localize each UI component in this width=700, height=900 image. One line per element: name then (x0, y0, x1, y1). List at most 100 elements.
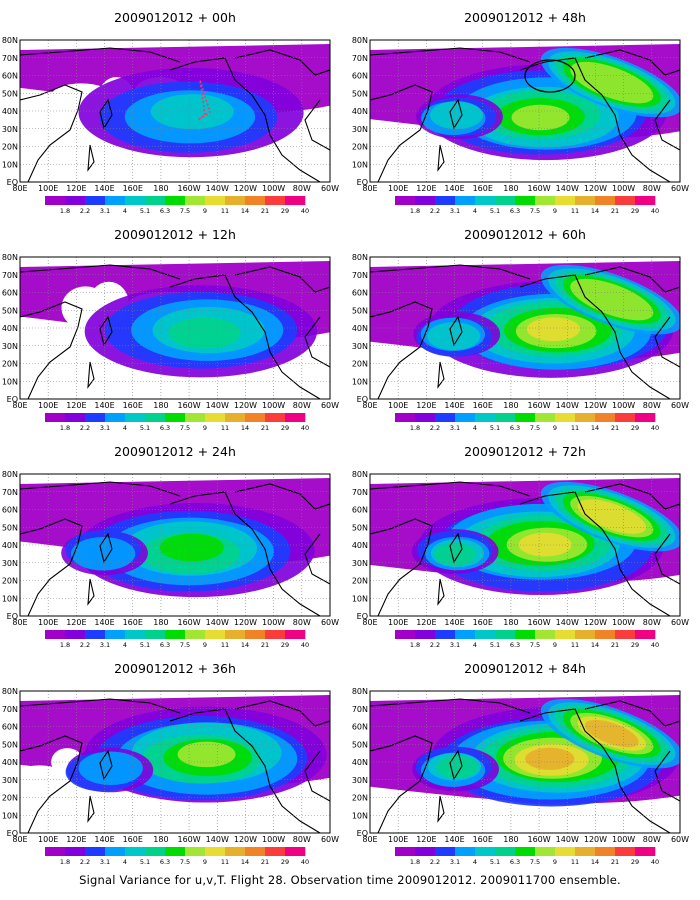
lat-tick-label: 60N (2, 723, 18, 732)
colorbar-swatch (555, 847, 576, 856)
colorbar-label: 14 (591, 207, 599, 215)
lon-tick-label: 120W (584, 184, 607, 193)
colorbar-label: 40 (651, 641, 659, 649)
colorbar-swatch (145, 413, 166, 422)
map-panel: 2009012012 + 36h EQ 10N 20N 30N 40N 50N 60N 70N 8… (2, 661, 339, 866)
colorbar-label: 6.3 (160, 424, 170, 432)
lon-tick-label: 80E (12, 835, 27, 844)
colorbar: 1.8 2.2 3.1 4 5.1 6.3 7.5 9 11 14 21 29 40 (45, 847, 309, 866)
map-frame (369, 256, 681, 400)
variance-field (370, 691, 680, 833)
colorbar-label: 14 (241, 207, 249, 215)
map-panel: 2009012012 + 24h EQ 10N 20N 30N 40N 50N 60N 70N 8… (2, 444, 339, 649)
lat-tick-label: 10N (2, 377, 18, 386)
colorbar-swatch (45, 847, 66, 856)
colorbar-swatch (65, 847, 86, 856)
lon-tick-label: 100W (612, 184, 635, 193)
lat-tick-label: 30N (2, 776, 18, 785)
lon-tick-label: 80W (293, 401, 311, 410)
colorbar-swatch (85, 196, 106, 205)
colorbar: 1.8 2.2 3.1 4 5.1 6.3 7.5 9 11 14 21 29 40 (395, 196, 659, 215)
lat-tick-label: 10N (352, 377, 368, 386)
colorbar-swatch (475, 413, 496, 422)
colorbar-swatch (495, 196, 516, 205)
colorbar-swatch (225, 847, 246, 856)
lon-tick-label: 80E (362, 184, 377, 193)
colorbar-swatch (615, 196, 636, 205)
map-frame (19, 39, 331, 183)
colorbar-swatch (535, 630, 556, 639)
lat-tick-label: 70N (352, 705, 368, 714)
lon-tick-label: 80W (293, 618, 311, 627)
colorbar-label: 5.1 (140, 207, 150, 215)
colorbar-label: 5.1 (490, 207, 500, 215)
colorbar-swatch (225, 196, 246, 205)
lat-tick-label: 30N (2, 342, 18, 351)
colorbar-swatch (515, 196, 536, 205)
colorbar-label: 7.5 (180, 858, 190, 866)
lat-tick-label: 50N (352, 306, 368, 315)
colorbar-swatch (205, 847, 226, 856)
colorbar-label: 5.1 (140, 858, 150, 866)
colorbar-swatch (475, 847, 496, 856)
lon-tick-label: 160W (527, 184, 550, 193)
lon-tick-label: 120W (584, 401, 607, 410)
colorbar-label: 2.2 (430, 641, 440, 649)
colorbar-swatch (65, 196, 86, 205)
colorbar-swatch (205, 413, 226, 422)
lon-tick-label: 160W (177, 618, 200, 627)
colorbar-label: 3.1 (100, 858, 110, 866)
colorbar-swatch (85, 630, 106, 639)
lon-tick-label: 100E (38, 184, 58, 193)
map-frame (19, 690, 331, 834)
colorbar-swatch (105, 196, 126, 205)
colorbar-label: 7.5 (530, 207, 540, 215)
lon-tick-label: 180 (503, 835, 518, 844)
map-panel: 2009012012 + 84h EQ 10N 20N 30N 40N 50N 60N 70N 8… (352, 661, 689, 866)
colorbar-label: 2.2 (80, 424, 90, 432)
panel-title: 2009012012 + 84h (464, 661, 586, 676)
colorbar-label: 2.2 (430, 858, 440, 866)
lat-tick-label: 50N (2, 89, 18, 98)
colorbar-swatch (435, 196, 456, 205)
lon-tick-label: 80E (362, 618, 377, 627)
lon-tick-label: 60W (671, 401, 689, 410)
colorbar-swatch (105, 630, 126, 639)
colorbar-label: 7.5 (530, 858, 540, 866)
lon-tick-label: 160E (473, 401, 493, 410)
colorbar-swatch (205, 196, 226, 205)
colorbar-label: 5.1 (490, 858, 500, 866)
lat-tick-label: 40N (2, 541, 18, 550)
lat-tick-label: 40N (2, 758, 18, 767)
colorbar-swatch (515, 413, 536, 422)
lon-tick-label: 100W (262, 401, 285, 410)
colorbar-swatch (575, 847, 596, 856)
lon-tick-label: 60W (321, 184, 339, 193)
coastline (370, 481, 680, 616)
colorbar-label: 21 (611, 858, 619, 866)
colorbar-label: 3.1 (450, 424, 460, 432)
colorbar-swatch (615, 630, 636, 639)
lon-tick-label: 120W (584, 835, 607, 844)
lat-tick-label: 30N (352, 125, 368, 134)
colorbar-swatch (635, 413, 656, 422)
colorbar-swatch (515, 847, 536, 856)
colorbar-label: 6.3 (510, 207, 520, 215)
colorbar-label: 5.1 (490, 424, 500, 432)
lat-tick-label: 20N (352, 360, 368, 369)
colorbar-swatch (245, 196, 266, 205)
colorbar-swatch (125, 196, 146, 205)
colorbar-label: 21 (611, 641, 619, 649)
colorbar-label: 1.8 (410, 858, 420, 866)
lon-tick-label: 160W (177, 184, 200, 193)
variance-field (20, 257, 330, 399)
lat-tick-label: 20N (352, 143, 368, 152)
colorbar-label: 11 (571, 207, 579, 215)
colorbar-label: 2.2 (430, 424, 440, 432)
lon-tick-label: 120W (234, 401, 257, 410)
colorbar-label: 29 (281, 858, 289, 866)
colorbar-swatch (435, 847, 456, 856)
colorbar-label: 7.5 (180, 424, 190, 432)
colorbar-swatch (495, 413, 516, 422)
lon-tick-label: 120W (234, 184, 257, 193)
